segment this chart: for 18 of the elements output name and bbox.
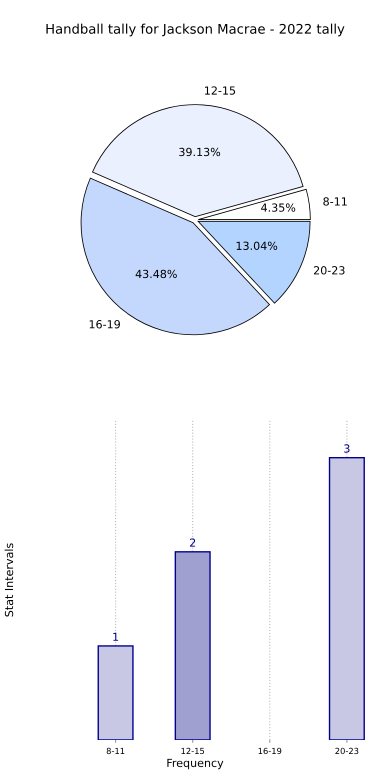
y-axis-title: Stat Intervals (4, 543, 14, 616)
data-label: 43.48% (136, 270, 177, 278)
x-tick-label: 16-19 (258, 748, 282, 754)
data-label: 4.35% (261, 203, 296, 212)
data-label: 2 (190, 538, 196, 547)
data-label: 3 (344, 444, 350, 453)
slice-label: 16-19 (90, 320, 120, 328)
chart-title: Handball tally for Jackson Macrae - 2022 tally (46, 24, 344, 36)
slice-label: 12-15 (204, 86, 236, 95)
data-label: 13.04% (236, 242, 278, 250)
data-label: 39.13% (179, 148, 220, 156)
data-label: 1 (113, 632, 118, 641)
x-tick-label: 12-15 (181, 748, 204, 754)
x-tick-label: 8-11 (106, 748, 124, 754)
slice-label: 8-11 (323, 197, 347, 206)
x-axis-title: Frequency (167, 758, 224, 770)
x-tick-label: 20-23 (335, 748, 358, 754)
slice-label: 20-23 (314, 266, 345, 275)
